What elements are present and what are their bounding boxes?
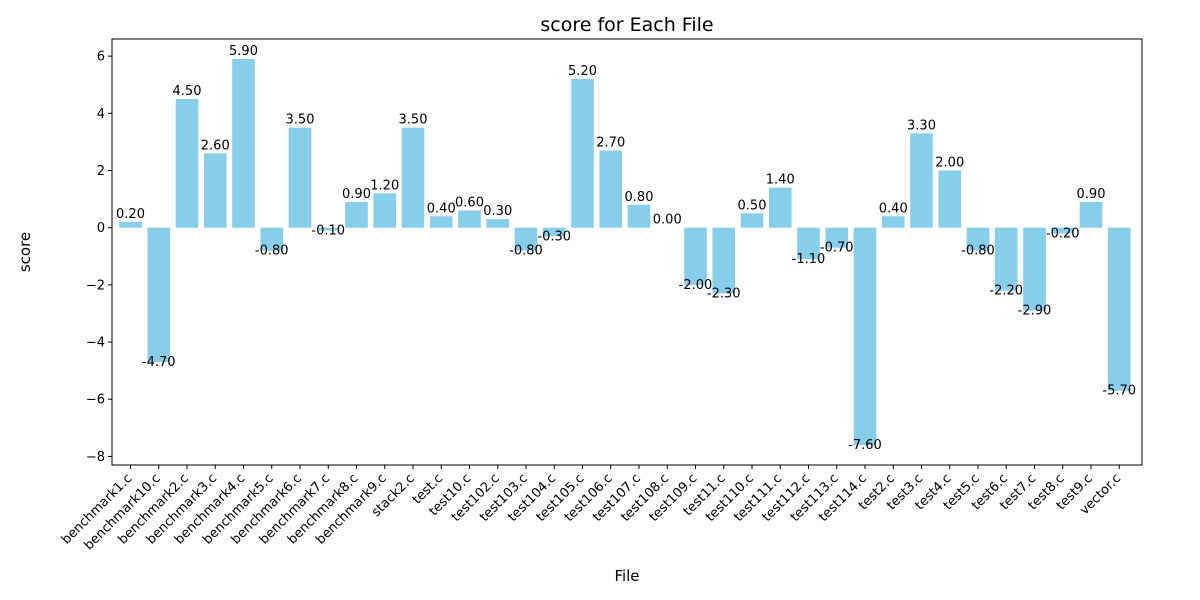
bar [458, 210, 481, 228]
bar-value-label: -4.70 [142, 355, 176, 370]
bar [712, 227, 736, 294]
bar [232, 59, 255, 228]
bar-value-label: 4.50 [173, 84, 202, 99]
bar-value-label: 0.60 [455, 196, 484, 211]
bar-value-label: -1.10 [792, 252, 826, 267]
bar-value-label: -2.20 [989, 284, 1023, 299]
bar [994, 227, 1018, 291]
bar [345, 201, 368, 228]
bar-value-label: 0.20 [116, 207, 145, 222]
bar [203, 153, 227, 228]
y-tick-label: 2 [97, 164, 105, 179]
bar-value-label: -0.70 [820, 241, 854, 256]
bar [401, 127, 425, 228]
bar-value-label: 0.80 [625, 190, 654, 205]
bar [147, 227, 171, 363]
bar-value-label: -0.20 [1046, 226, 1080, 241]
y-tick-label: −4 [86, 336, 105, 351]
chart-title: score for Each File [540, 14, 713, 36]
bar-value-label: -7.60 [848, 438, 882, 453]
bar-value-label: 0.40 [879, 201, 908, 216]
bar [571, 79, 594, 228]
bar-value-label: 5.20 [568, 64, 597, 79]
bar [853, 227, 877, 445]
bar-value-label: 5.90 [229, 44, 258, 59]
bar-value-label: 3.30 [907, 118, 936, 133]
bar [514, 227, 538, 251]
bar [542, 227, 566, 237]
bar-value-label: -0.30 [537, 229, 571, 244]
y-tick-label: 4 [97, 107, 105, 122]
bar-value-label: -0.80 [255, 244, 289, 259]
bar [797, 227, 820, 260]
bar-value-label: -5.70 [1102, 384, 1136, 399]
bar-value-label: 0.00 [653, 213, 682, 228]
plot-frame [111, 38, 1143, 466]
bar-value-label: 3.50 [399, 113, 428, 128]
bar [260, 227, 284, 251]
bar-value-label: 1.20 [370, 178, 399, 193]
bar-value-label: 0.90 [1077, 187, 1106, 202]
bar-value-label: 2.00 [935, 156, 964, 171]
y-tick-label: 6 [97, 50, 105, 65]
bar [966, 227, 990, 251]
bar-value-label: 0.30 [483, 204, 512, 219]
bar [1023, 227, 1046, 311]
bar-value-label: -2.30 [707, 286, 741, 301]
bar-value-label: 3.50 [286, 113, 315, 128]
bar [119, 221, 142, 228]
bar [768, 187, 792, 228]
bar [316, 227, 340, 231]
bar-value-label: 0.90 [342, 187, 371, 202]
plot-area: −8−6−4−202460.20benchmark1.c-4.70benchma… [59, 44, 1136, 553]
bar [627, 204, 651, 228]
y-tick-label: −2 [86, 278, 105, 293]
bar-value-label: 0.40 [427, 201, 456, 216]
y-tick-label: −6 [86, 393, 105, 408]
bar [429, 216, 453, 228]
bar [486, 219, 510, 228]
x-axis-label: File [614, 567, 639, 585]
y-tick-label: −8 [86, 450, 105, 465]
bar [825, 227, 849, 248]
bar [175, 99, 199, 228]
bar-value-label: -0.80 [509, 244, 543, 259]
bar-value-label: 2.60 [201, 138, 230, 153]
bar-value-label: 2.70 [596, 136, 625, 151]
bar [910, 133, 933, 228]
bar-value-label: -0.80 [961, 244, 995, 259]
bar-value-label: -0.10 [311, 224, 345, 239]
bar-value-label: 0.50 [738, 198, 767, 213]
bar [373, 193, 397, 228]
bar [938, 170, 962, 228]
bar [1107, 227, 1131, 391]
bar [740, 213, 764, 228]
bar [1051, 227, 1075, 234]
bar-value-label: 1.40 [766, 173, 795, 188]
y-axis-label: score [16, 232, 34, 272]
bar-value-label: -2.90 [1018, 304, 1052, 319]
bar [288, 127, 312, 228]
y-tick-label: 0 [97, 221, 105, 236]
bar [1079, 201, 1103, 228]
bar-value-label: -2.00 [679, 278, 713, 293]
bar [599, 150, 623, 228]
bar [881, 216, 905, 228]
bar [684, 227, 707, 285]
